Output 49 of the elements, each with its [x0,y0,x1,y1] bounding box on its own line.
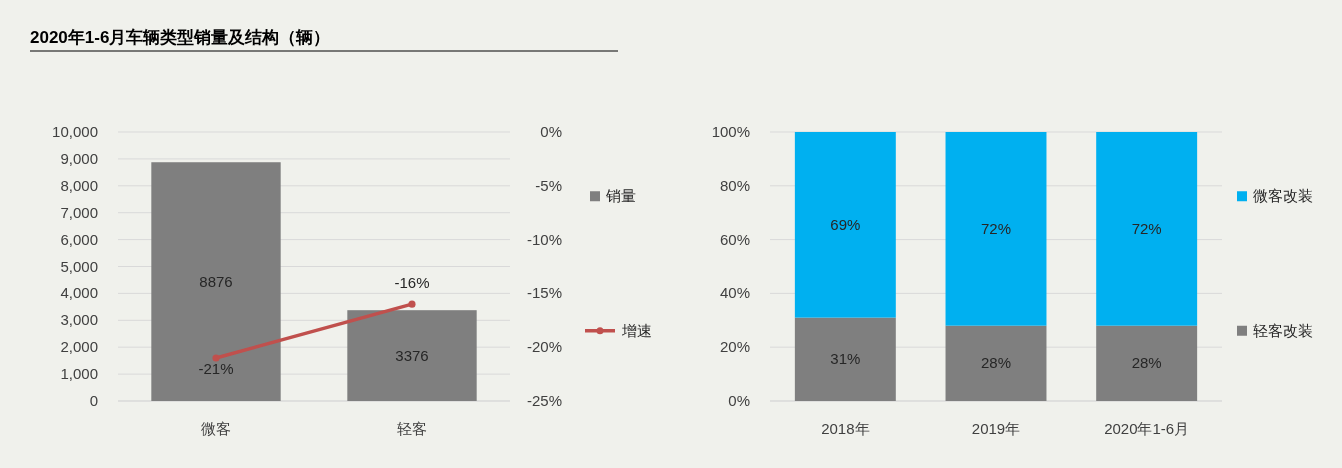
chart-title: 2020年1-6月车辆类型销量及结构（辆） [30,28,331,47]
bar [1096,325,1198,401]
x-tick-label: 微客 [201,420,231,437]
bar [794,132,896,318]
y2-tick-label: -25% [526,392,562,409]
y-tick-label: 60% [719,230,750,248]
data-label: 69% [830,215,861,233]
legend-label: 增速 [621,321,652,339]
y-tick-label: 20% [719,338,750,356]
bar [945,132,1047,326]
y-tick-label: 2,000 [60,338,98,356]
y-tick-label: 5,000 [60,257,98,275]
y2-tick-label: 0% [540,123,562,140]
data-label: 31% [830,350,861,368]
y-tick-label: 10,000 [52,123,98,140]
y-tick-label: 0% [728,392,750,409]
data-label: 3376 [395,346,429,364]
legend-label: 销量 [605,187,636,205]
y-tick-label: 8,000 [60,176,98,194]
y2-tick-label: -15% [526,284,562,302]
data-label: -16% [394,274,430,292]
data-label: 28% [980,354,1012,372]
y-tick-label: 4,000 [60,284,98,302]
y-tick-label: 80% [719,176,750,194]
legend-label: 微客改装 [1253,187,1313,205]
data-label: -21% [198,359,234,377]
x-tick-label: 2020年1-6月 [1104,420,1190,437]
x-tick-label: 2019年 [971,420,1021,437]
x-tick-label: 2018年 [821,420,870,437]
y2-tick-label: -10% [526,230,562,248]
legend-label: 轻客改装 [1253,321,1313,339]
y-tick-label: 7,000 [60,203,98,221]
y-tick-label: 1,000 [60,365,98,383]
bar [794,317,896,401]
y-tick-label: 9,000 [60,149,98,167]
data-label: 72% [980,219,1012,237]
bar [1096,132,1198,326]
data-label: 8876 [199,272,233,290]
data-label: 72% [1131,219,1162,237]
y-tick-label: 3,000 [60,311,98,329]
bar [945,325,1047,401]
y2-tick-label: -20% [526,338,562,356]
y-tick-label: 40% [719,284,750,302]
x-tick-label: 轻客 [397,420,427,437]
y2-tick-label: -5% [535,176,562,194]
y-tick-label: 0 [89,392,98,409]
y-tick-label: 100% [711,123,750,140]
data-label: 28% [1131,354,1162,372]
y-tick-label: 6,000 [60,230,98,248]
